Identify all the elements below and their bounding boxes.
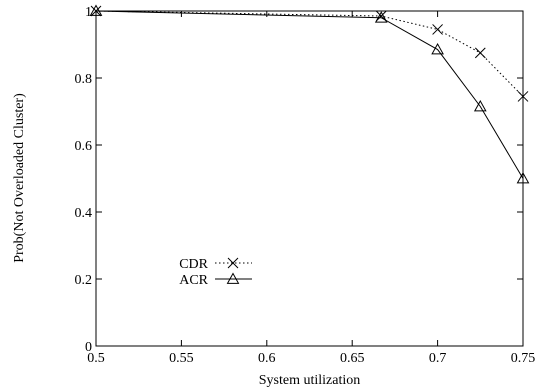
x-tick-label: 0.75 xyxy=(511,351,536,366)
data-point-cross xyxy=(227,257,239,269)
series-line-acr xyxy=(95,10,524,179)
x-tick-label: 0.6 xyxy=(258,351,276,366)
y-tick-label: 1 xyxy=(85,5,92,20)
data-point-cross xyxy=(432,24,443,35)
data-point-triangle xyxy=(226,272,240,284)
x-tick-label: 0.65 xyxy=(340,351,365,366)
y-tick-label: 0.8 xyxy=(75,72,93,87)
plot-frame xyxy=(95,10,524,347)
cross-stroke xyxy=(227,257,239,269)
x-axis-label: System utilization xyxy=(259,373,361,387)
legend-label-cdr: CDR xyxy=(179,257,208,272)
data-point-triangle xyxy=(374,11,388,23)
x-tick-label: 0.7 xyxy=(429,351,447,366)
y-tick-label: 0.6 xyxy=(75,139,93,154)
cross-stroke xyxy=(474,47,486,59)
cross-stroke xyxy=(432,24,443,35)
x-tick-label: 0.5 xyxy=(87,351,105,366)
y-axis-label: Prob(Not Overloaded Cluster) xyxy=(12,93,27,263)
x-tick-label: 0.55 xyxy=(169,351,194,366)
y-tick-label: 0.4 xyxy=(75,206,93,221)
y-tick-label: 0.2 xyxy=(75,273,93,288)
data-point-cross xyxy=(474,47,486,59)
data-point-triangle xyxy=(473,99,487,112)
legend-label-acr: ACR xyxy=(179,273,208,288)
cross-stroke xyxy=(375,10,387,22)
data-point-triangle xyxy=(431,42,444,55)
y-tick-label: 0 xyxy=(85,340,92,355)
series-line-cdr xyxy=(95,10,524,97)
